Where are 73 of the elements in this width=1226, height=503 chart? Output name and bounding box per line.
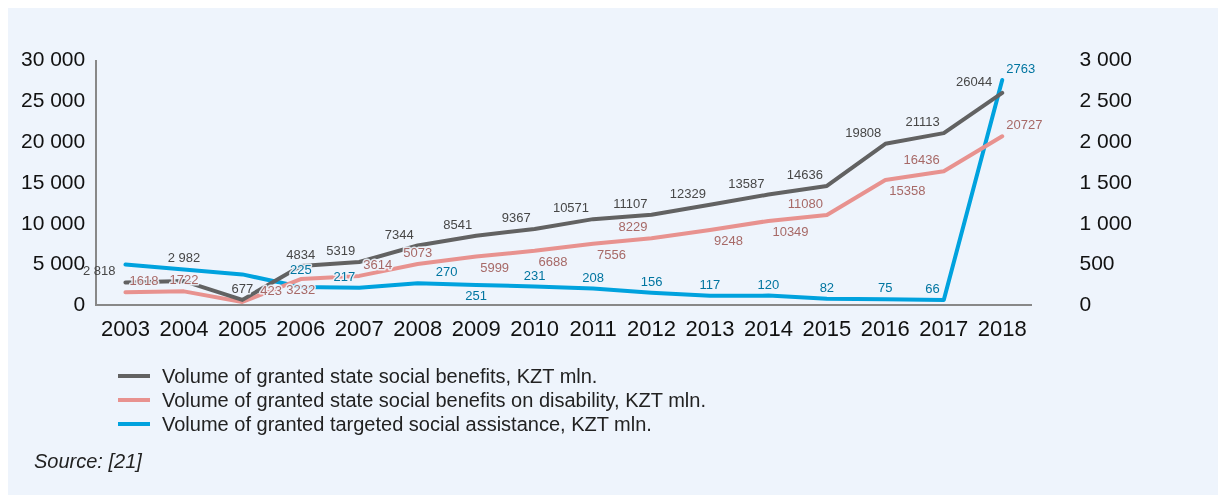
data-label: 10571 <box>552 200 590 216</box>
data-label: 19808 <box>845 124 882 140</box>
y2-tick-label: 1 500 <box>1079 169 1133 193</box>
data-label: 5999 <box>480 259 510 275</box>
data-label: 21113 <box>905 114 940 130</box>
data-label: 10349 <box>772 224 809 240</box>
data-label: 156 <box>640 273 663 289</box>
data-label: 5319 <box>326 243 356 259</box>
x-tick-label: 2015 <box>802 315 852 341</box>
data-label: 16436 <box>903 152 940 168</box>
y-tick-label: 0 <box>73 292 86 316</box>
data-label: 677 <box>231 280 254 296</box>
y2-tick-label: 0 <box>1079 292 1092 316</box>
data-label: 20727 <box>1006 117 1043 133</box>
x-tick-label: 2007 <box>334 315 384 341</box>
x-tick-label: 2012 <box>627 315 676 341</box>
x-tick-label: 2018 <box>977 315 1027 341</box>
y2-tick-label: 1 000 <box>1079 210 1133 234</box>
y-tick-label: 20 000 <box>21 129 86 152</box>
data-label: 14636 <box>786 167 823 183</box>
data-label: 8229 <box>618 219 648 235</box>
data-label: 75 <box>878 280 893 296</box>
x-tick-label: 2009 <box>451 315 501 341</box>
legend-label: Volume of granted state social benefits, KZT mln. <box>162 364 598 388</box>
x-tick-label: 2014 <box>743 315 793 341</box>
x-tick-label: 2016 <box>860 315 910 341</box>
y2-tick-label: 2 000 <box>1079 129 1133 152</box>
data-label: 9367 <box>501 210 531 226</box>
x-tick-label: 2003 <box>100 315 150 341</box>
data-label: 15358 <box>889 183 926 199</box>
data-label: 270 <box>435 264 458 280</box>
x-tick-label: 2013 <box>685 315 735 341</box>
data-label: 13587 <box>728 175 765 191</box>
data-label: 5073 <box>403 245 433 261</box>
data-label: 2763 <box>1006 61 1036 77</box>
x-tick-label: 2010 <box>510 315 560 341</box>
data-label: 251 <box>465 288 488 303</box>
data-label: 231 <box>523 267 546 283</box>
y-tick-label: 10 000 <box>21 210 86 234</box>
x-tick-label: 2017 <box>919 315 969 341</box>
data-label: 8541 <box>443 216 473 232</box>
data-label: 82 <box>819 279 835 295</box>
x-tick-label: 2006 <box>276 315 326 341</box>
x-tick-label: 2011 <box>569 315 617 341</box>
y2-tick-label: 500 <box>1079 251 1115 275</box>
data-label: 7556 <box>597 246 626 262</box>
data-label: 11107 <box>613 195 648 211</box>
data-label: 12329 <box>669 185 706 201</box>
y-tick-label: 15 000 <box>21 169 86 193</box>
y-tick-label: 30 000 <box>21 47 86 71</box>
data-label: 11080 <box>787 196 823 212</box>
y-tick-label: 25 000 <box>21 88 86 112</box>
legend-label: Volume of granted targeted social assistance, KZT mln. <box>162 412 652 436</box>
data-label: 26044 <box>956 73 993 89</box>
data-label: 4834 <box>286 247 316 263</box>
data-label: 208 <box>582 269 604 285</box>
x-tick-label: 2004 <box>159 315 209 341</box>
data-label: 2 982 <box>167 250 201 266</box>
x-tick-label: 2005 <box>217 315 267 341</box>
data-label: 217 <box>333 268 356 284</box>
data-label: 3614 <box>363 256 393 272</box>
data-label: 120 <box>757 276 780 292</box>
data-label: 6688 <box>538 253 568 269</box>
data-label: 66 <box>925 281 940 297</box>
y2-tick-label: 3 000 <box>1079 47 1133 71</box>
data-label: 117 <box>699 276 721 292</box>
y2-tick-label: 2 500 <box>1079 88 1133 112</box>
data-label: 423 <box>260 283 283 299</box>
data-label: 9248 <box>713 233 743 249</box>
data-label: 7344 <box>384 226 414 242</box>
source-note: Source: [21] <box>33 450 143 473</box>
x-tick-label: 2008 <box>393 315 443 341</box>
legend-label: Volume of granted state social benefits on disability, KZT mln. <box>162 388 706 412</box>
